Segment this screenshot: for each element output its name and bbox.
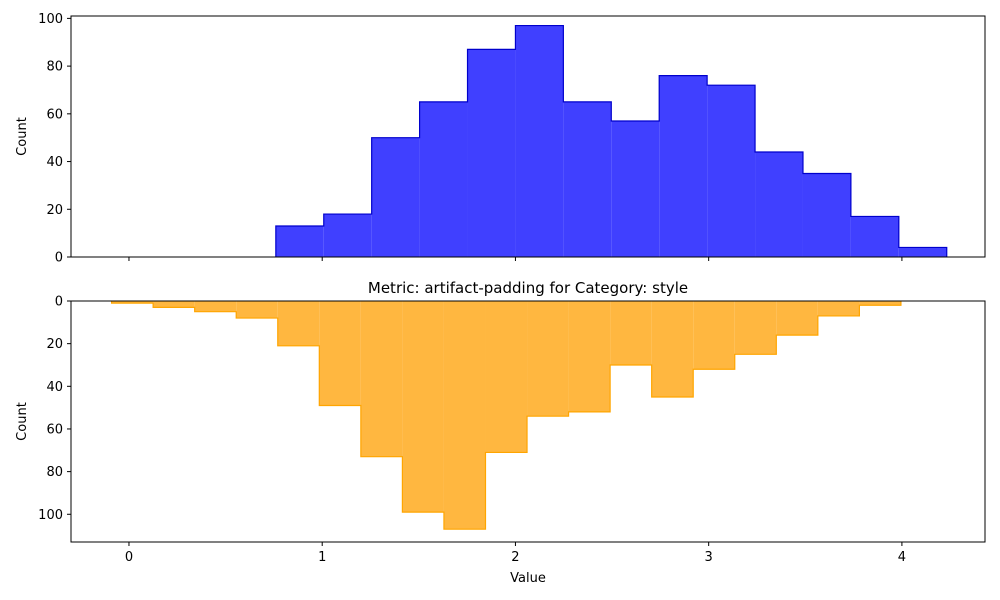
bottom-y-axis-ticks: 0 20 40 60 80 100 xyxy=(38,295,71,523)
top-histogram-bar xyxy=(611,120,660,257)
top-histogram-bar xyxy=(802,173,851,257)
bottom-histogram-bar xyxy=(153,301,195,308)
bottom-histogram-bar xyxy=(443,301,486,530)
bottom-histogram-panel: Metric: artifact-padding for Category: s… xyxy=(15,279,986,586)
top-histogram-bar xyxy=(419,101,468,257)
bottom-chart-title: Metric: artifact-padding for Category: s… xyxy=(368,279,688,297)
top-histogram-bars xyxy=(275,24,948,257)
bottom-x-axis-ticks: 0 1 2 3 4 xyxy=(125,542,906,565)
bottom-histogram-bar xyxy=(111,301,154,304)
bottom-histogram-bar xyxy=(485,301,528,453)
top-histogram-bar xyxy=(898,247,947,257)
bottom-histogram-bar xyxy=(734,301,777,355)
top-y-axis-ticks: 0 20 40 60 80 100 xyxy=(38,12,71,266)
top-histogram-bar xyxy=(371,137,420,257)
bottom-plot-frame xyxy=(70,300,986,543)
top-histogram-bar xyxy=(323,214,372,257)
bottom-histogram-bar xyxy=(568,301,611,412)
bottom-histogram-bar xyxy=(610,301,652,365)
bottom-histogram-bar xyxy=(194,301,237,312)
bottom-histogram-bar xyxy=(859,301,901,306)
bottom-histogram-bar xyxy=(693,301,735,370)
top-y-axis-label: Count xyxy=(15,117,30,156)
bottom-y-tick-label: 80 xyxy=(46,465,63,480)
bottom-histogram-bar xyxy=(360,301,403,457)
top-y-tick-label: 20 xyxy=(46,203,63,218)
top-x-axis-ticks xyxy=(128,257,903,261)
bottom-histogram-bar xyxy=(236,301,278,319)
top-y-tick-label: 60 xyxy=(46,107,63,122)
bottom-y-axis-label: Count xyxy=(15,402,30,441)
top-plot-frame xyxy=(70,15,986,258)
bottom-histogram-bar xyxy=(402,301,444,513)
bottom-y-tick-label: 100 xyxy=(38,508,63,523)
top-y-tick-label: 40 xyxy=(46,155,63,170)
top-y-tick-label: 100 xyxy=(38,12,63,27)
bottom-y-tick-label: 20 xyxy=(46,337,63,352)
top-histogram-bar xyxy=(850,216,899,257)
bottom-y-tick-label: 40 xyxy=(46,380,63,395)
bottom-x-tick-label: 3 xyxy=(705,550,713,565)
top-histogram-bar xyxy=(275,225,324,257)
top-y-tick-label: 0 xyxy=(55,251,63,266)
top-histogram-bar xyxy=(707,85,756,257)
bottom-histogram-bars xyxy=(110,301,902,530)
bottom-x-tick-label: 4 xyxy=(898,550,906,565)
top-histogram-bar xyxy=(563,101,612,257)
bottom-histogram-outline xyxy=(110,301,902,530)
bottom-x-axis-label: Value xyxy=(510,571,546,586)
top-histogram-bar xyxy=(515,25,564,257)
top-histogram-bar xyxy=(755,152,803,257)
bottom-histogram-bar xyxy=(651,301,694,397)
top-histogram-bar xyxy=(659,75,708,257)
bottom-x-tick-label: 2 xyxy=(511,550,519,565)
top-histogram-outline xyxy=(275,24,948,257)
bottom-x-tick-label: 0 xyxy=(125,550,133,565)
bottom-y-tick-label: 60 xyxy=(46,422,63,437)
bottom-histogram-bar xyxy=(277,301,320,346)
bottom-x-tick-label: 1 xyxy=(318,550,326,565)
bottom-histogram-bar xyxy=(817,301,860,316)
bottom-histogram-bar xyxy=(776,301,818,336)
top-y-tick-label: 80 xyxy=(46,60,63,75)
bottom-y-tick-label: 0 xyxy=(55,295,63,310)
top-histogram-panel: 0 20 40 60 80 100 Count xyxy=(15,12,986,266)
bottom-histogram-bar xyxy=(527,301,569,417)
top-histogram-bar xyxy=(467,49,516,257)
bottom-histogram-bar xyxy=(319,301,361,406)
